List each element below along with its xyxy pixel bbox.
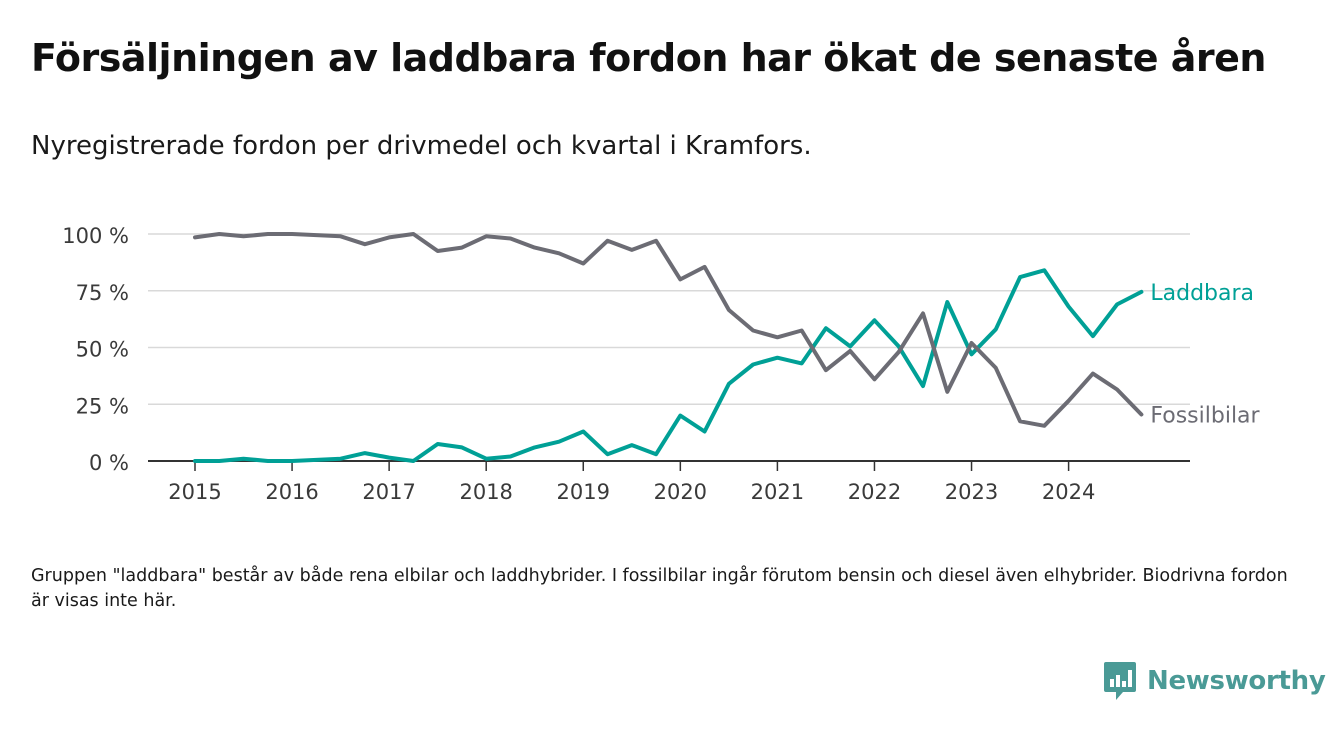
y-tick-label: 75 %	[76, 281, 129, 305]
x-tick-label: 2015	[168, 480, 221, 504]
x-tick-label: 2020	[654, 480, 707, 504]
series-label-fossilbilar: Fossilbilar	[1150, 403, 1260, 428]
y-tick-label: 100 %	[62, 224, 129, 248]
x-tick-label: 2021	[751, 480, 804, 504]
footnote: Gruppen "laddbara" består av både rena e…	[31, 566, 1288, 611]
series-line-fossilbilar	[193, 232, 1144, 428]
y-tick-label: 50 %	[76, 338, 129, 362]
y-tick-label: 25 %	[76, 394, 129, 418]
series-label-laddbara: Laddbara	[1150, 281, 1254, 306]
x-tick-label: 2022	[848, 480, 901, 504]
x-tick-label: 2016	[265, 480, 318, 504]
y-tick-label: 0 %	[89, 451, 129, 475]
series-line-laddbara	[193, 268, 1144, 463]
x-tick-label: 2024	[1042, 480, 1095, 504]
x-tick-label: 2019	[557, 480, 610, 504]
brand-name: Newsworthy	[1147, 666, 1326, 696]
newsworthy-logo-icon	[1104, 662, 1136, 700]
brand-logo: Newsworthy	[1103, 661, 1326, 701]
chart-subtitle: Nyregistrerade fordon per drivmedel och …	[31, 131, 812, 161]
x-tick-label: 2018	[459, 480, 512, 504]
x-tick-label: 2017	[362, 480, 415, 504]
x-tick-label: 2023	[945, 480, 998, 504]
chart-title: Försäljningen av laddbara fordon har öka…	[31, 36, 1266, 80]
line-chart: 0 % 25 % 50 % 75 % 100 % 2015 2016 2017 2018 2019…	[62, 224, 1260, 504]
